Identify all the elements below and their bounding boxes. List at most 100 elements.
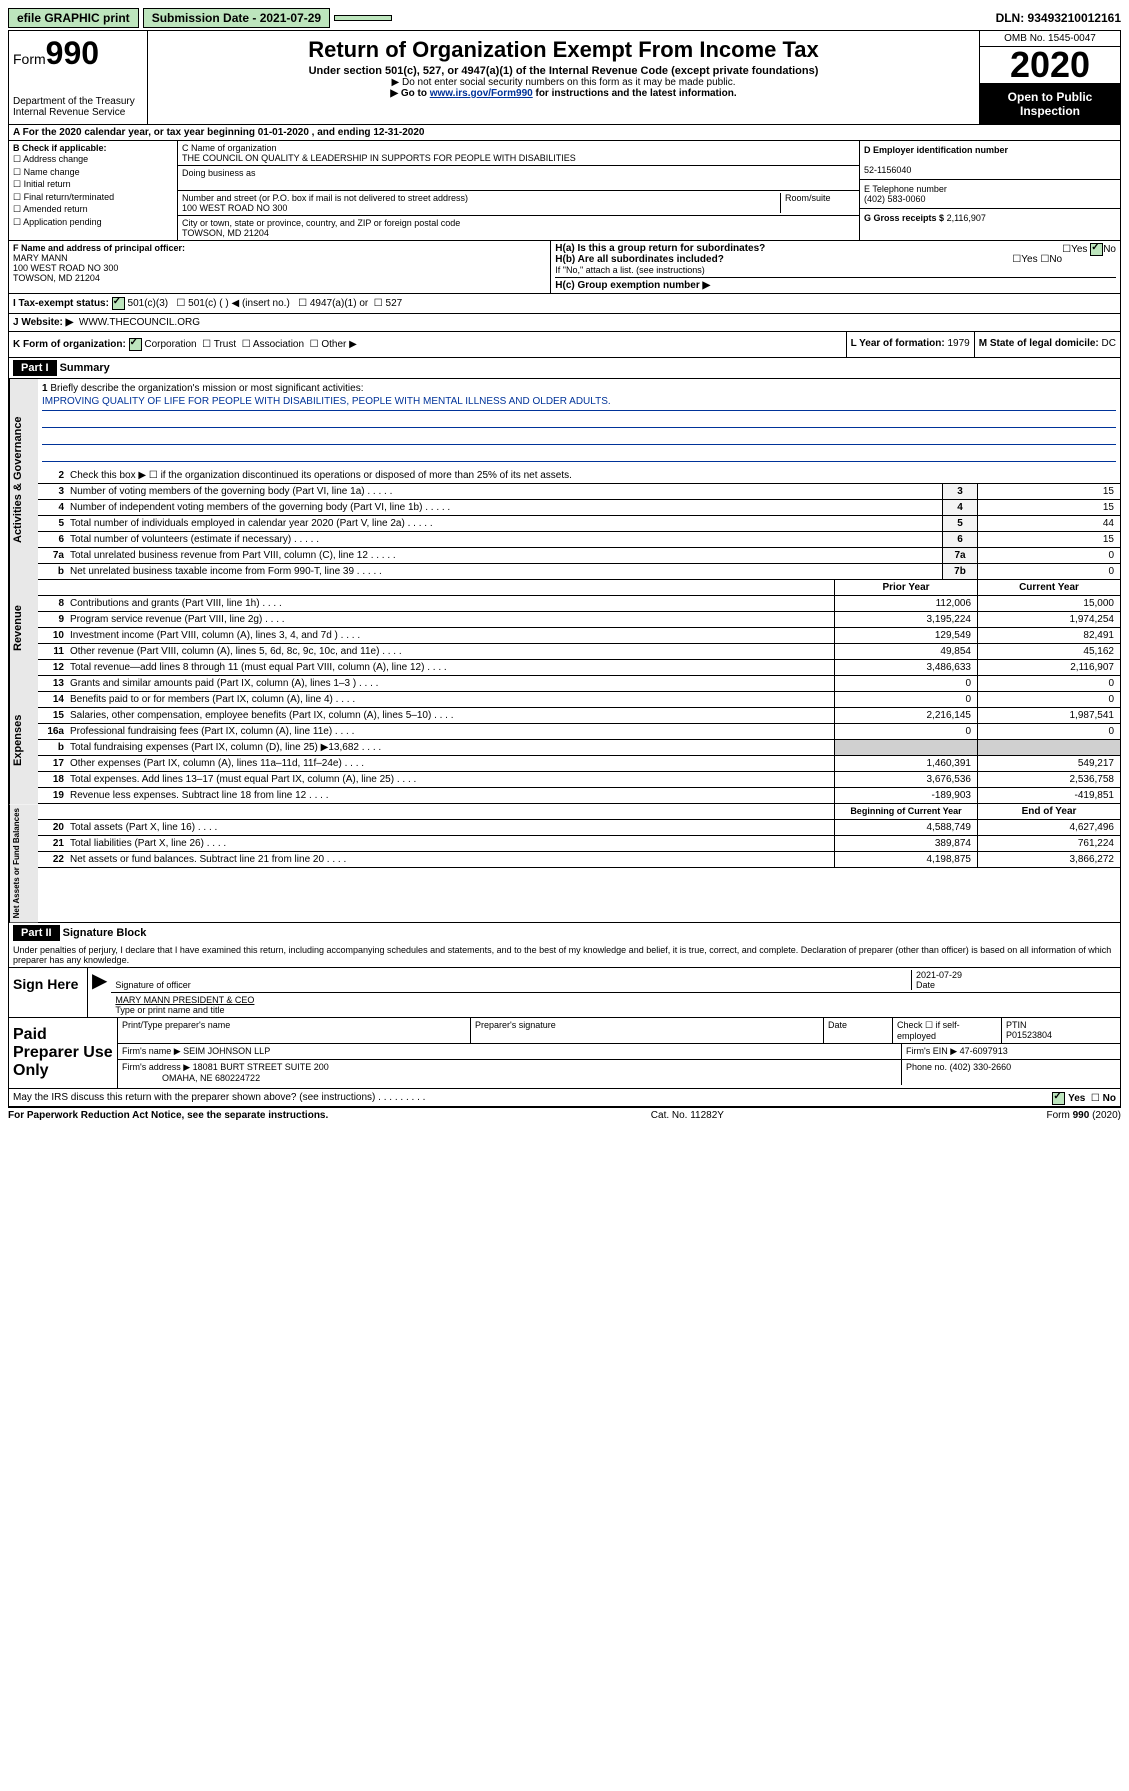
chk-final[interactable]: ☐ Final return/terminated xyxy=(13,191,173,204)
phone-lbl: E Telephone number xyxy=(864,184,947,194)
firm-phone: (402) 330-2660 xyxy=(950,1062,1012,1072)
k-lbl: K Form of organization: xyxy=(13,339,126,350)
row-j: J Website: ▶ WWW.THECOUNCIL.ORG xyxy=(9,314,1120,332)
hb-lbl: H(b) Are all subordinates included? xyxy=(555,254,724,265)
table-row: 6Total number of volunteers (estimate if… xyxy=(38,532,1120,548)
officer-addr1: 100 WEST ROAD NO 300 xyxy=(13,263,118,273)
officer-sig-lbl: Signature of officer xyxy=(115,980,190,990)
chk-address[interactable]: ☐ Address change xyxy=(13,153,173,166)
table-row: 14Benefits paid to or for members (Part … xyxy=(38,692,1120,708)
table-row: 7aTotal unrelated business revenue from … xyxy=(38,548,1120,564)
part1-lbl: Part I xyxy=(13,360,57,376)
open-inspection: Open to Public Inspection xyxy=(980,84,1120,124)
l-lbl: L Year of formation: xyxy=(851,338,945,349)
page-footer: For Paperwork Reduction Act Notice, see … xyxy=(8,1108,1121,1123)
dba-lbl: Doing business as xyxy=(182,168,256,178)
firm-addr1: 18081 BURT STREET SUITE 200 xyxy=(193,1062,329,1072)
vtab-expenses: Expenses xyxy=(9,676,38,804)
note-1: ▶ Do not enter social security numbers o… xyxy=(156,77,971,88)
self-emp-hdr: Check ☐ if self-employed xyxy=(893,1018,1002,1043)
firm-ein: 47-6097913 xyxy=(960,1046,1008,1056)
ptin-val: P01523804 xyxy=(1006,1030,1052,1040)
irs-link[interactable]: www.irs.gov/Form990 xyxy=(430,88,533,99)
part1-header: Part I Summary xyxy=(9,358,1120,379)
line2: Check this box ▶ ☐ if the organization d… xyxy=(66,468,1120,483)
table-row: 10Investment income (Part VIII, column (… xyxy=(38,628,1120,644)
summary-section: Activities & Governance 1 Briefly descri… xyxy=(9,379,1120,580)
name-title-lbl: Type or print name and title xyxy=(115,1005,1116,1015)
discuss-text: May the IRS discuss this return with the… xyxy=(13,1092,375,1103)
table-row: 20Total assets (Part X, line 16) . . . .… xyxy=(38,820,1120,836)
officer-addr2: TOWSON, MD 21204 xyxy=(13,273,100,283)
gross-lbl: G Gross receipts $ xyxy=(864,213,944,223)
ein-lbl: D Employer identification number xyxy=(864,145,1008,155)
footer-right: Form 990 (2020) xyxy=(1047,1110,1121,1121)
org-name: THE COUNCIL ON QUALITY & LEADERSHIP IN S… xyxy=(182,153,576,163)
netassets-section: Net Assets or Fund Balances Beginning of… xyxy=(9,804,1120,923)
row-i: I Tax-exempt status: 501(c)(3) ☐ 501(c) … xyxy=(9,294,1120,314)
row-klm: K Form of organization: Corporation ☐ Tr… xyxy=(9,332,1120,358)
top-bar: efile GRAPHIC print Submission Date - 20… xyxy=(8,8,1121,28)
hc-lbl: H(c) Group exemption number ▶ xyxy=(555,280,710,291)
chk-name[interactable]: ☐ Name change xyxy=(13,166,173,179)
row-a: A For the 2020 calendar year, or tax yea… xyxy=(9,125,1120,141)
table-row: 16aProfessional fundraising fees (Part I… xyxy=(38,724,1120,740)
end-year-hdr: End of Year xyxy=(977,804,1120,819)
table-row: 5Total number of individuals employed in… xyxy=(38,516,1120,532)
table-row: 15Salaries, other compensation, employee… xyxy=(38,708,1120,724)
date-lbl: Date xyxy=(916,980,935,990)
ptin-lbl: PTIN xyxy=(1006,1020,1027,1030)
officer-name: MARY MANN xyxy=(13,253,68,263)
table-row: 17Other expenses (Part IX, column (A), l… xyxy=(38,756,1120,772)
arrow-icon: ▶ xyxy=(88,968,111,1017)
tax-year: 2020 xyxy=(980,47,1120,84)
j-lbl: J Website: ▶ xyxy=(13,317,73,328)
table-row: 4Number of independent voting members of… xyxy=(38,500,1120,516)
part1-title: Summary xyxy=(60,362,110,374)
chk-pending[interactable]: ☐ Application pending xyxy=(13,216,173,229)
table-row: 21Total liabilities (Part X, line 26) . … xyxy=(38,836,1120,852)
table-row: 9Program service revenue (Part VIII, lin… xyxy=(38,612,1120,628)
table-row: bNet unrelated business taxable income f… xyxy=(38,564,1120,580)
chk-501c3[interactable] xyxy=(112,297,125,310)
officer-printed-name: MARY MANN PRESIDENT & CEO xyxy=(115,995,1116,1005)
firm-lbl: Firm's name ▶ xyxy=(122,1046,181,1056)
header-left: Form990 Department of the Treasury Inter… xyxy=(9,31,148,124)
sig-date: 2021-07-29 xyxy=(916,970,962,980)
form-number: 990 xyxy=(46,35,99,71)
ha-lbl: H(a) Is this a group return for subordin… xyxy=(555,243,765,254)
col-de: D Employer identification number 52-1156… xyxy=(860,141,1120,240)
chk-initial[interactable]: ☐ Initial return xyxy=(13,178,173,191)
note-2: ▶ Go to www.irs.gov/Form990 for instruct… xyxy=(156,88,971,99)
efile-button[interactable]: efile GRAPHIC print xyxy=(8,8,139,28)
ha-no-chk[interactable] xyxy=(1090,243,1103,256)
table-row: 3Number of voting members of the governi… xyxy=(38,484,1120,500)
prior-year-hdr: Prior Year xyxy=(834,580,977,595)
discuss-row: May the IRS discuss this return with the… xyxy=(9,1089,1120,1107)
firm-addr2: OMAHA, NE 680224722 xyxy=(162,1073,260,1083)
submission-button[interactable]: Submission Date - 2021-07-29 xyxy=(143,8,330,28)
chk-corp[interactable] xyxy=(129,338,142,351)
form-title: Return of Organization Exempt From Incom… xyxy=(156,37,971,63)
discuss-yes-chk[interactable] xyxy=(1052,1092,1065,1105)
paid-lbl: Paid Preparer Use Only xyxy=(9,1018,118,1088)
h-note: If "No," attach a list. (see instruction… xyxy=(555,265,1116,275)
i-lbl: I Tax-exempt status: xyxy=(13,298,109,309)
firm-name: SEIM JOHNSON LLP xyxy=(183,1046,270,1056)
sig-declaration: Under penalties of perjury, I declare th… xyxy=(9,943,1120,967)
part2-title: Signature Block xyxy=(63,927,147,939)
gross-value: 2,116,907 xyxy=(947,213,986,223)
firm-ein-lbl: Firm's EIN ▶ xyxy=(906,1046,957,1056)
ein-value: 52-1156040 xyxy=(864,165,911,175)
form-container: Form990 Department of the Treasury Inter… xyxy=(8,30,1121,1108)
col-c: C Name of organization THE COUNCIL ON QU… xyxy=(178,141,860,240)
header-middle: Return of Organization Exempt From Incom… xyxy=(148,31,979,124)
m-lbl: M State of legal domicile: xyxy=(979,338,1099,349)
line1-lbl: Briefly describe the organization's miss… xyxy=(50,383,363,394)
part2-lbl: Part II xyxy=(13,925,60,941)
dept-label: Department of the Treasury Internal Reve… xyxy=(13,96,143,118)
chk-amended[interactable]: ☐ Amended return xyxy=(13,203,173,216)
f-lbl: F Name and address of principal officer: xyxy=(13,243,185,253)
c-name-lbl: C Name of organization xyxy=(182,143,277,153)
firm-addr-lbl: Firm's address ▶ xyxy=(122,1062,190,1072)
